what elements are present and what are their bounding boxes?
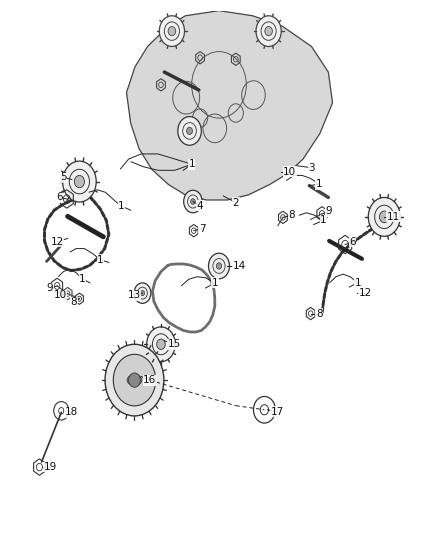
Text: 6: 6 xyxy=(350,237,356,247)
Circle shape xyxy=(157,339,165,350)
Text: 4: 4 xyxy=(197,200,203,211)
Text: 10: 10 xyxy=(53,290,67,300)
Circle shape xyxy=(140,290,145,296)
Text: 1: 1 xyxy=(320,215,327,225)
Text: 3: 3 xyxy=(308,163,315,173)
Circle shape xyxy=(63,161,96,202)
Circle shape xyxy=(147,327,175,362)
Text: 18: 18 xyxy=(64,407,78,417)
Circle shape xyxy=(168,27,176,36)
Text: 1: 1 xyxy=(354,278,361,288)
Text: 8: 8 xyxy=(288,211,295,220)
Circle shape xyxy=(105,344,164,416)
Text: 16: 16 xyxy=(143,375,156,385)
Text: 12: 12 xyxy=(50,237,64,247)
Text: 1: 1 xyxy=(316,179,322,189)
Text: 8: 8 xyxy=(71,297,77,308)
Circle shape xyxy=(379,211,389,223)
Text: 7: 7 xyxy=(199,224,205,233)
Text: 11: 11 xyxy=(387,212,400,222)
Text: 2: 2 xyxy=(233,198,239,207)
Text: 14: 14 xyxy=(233,261,246,271)
Text: 1: 1 xyxy=(212,278,218,288)
Circle shape xyxy=(129,373,140,387)
Circle shape xyxy=(74,175,85,188)
Circle shape xyxy=(208,253,230,279)
Text: 10: 10 xyxy=(283,167,296,177)
Circle shape xyxy=(191,199,195,204)
Text: 1: 1 xyxy=(97,255,104,265)
Text: 12: 12 xyxy=(359,288,372,298)
Text: 8: 8 xyxy=(316,309,322,319)
Circle shape xyxy=(134,283,151,303)
Ellipse shape xyxy=(127,375,142,385)
Text: 9: 9 xyxy=(47,283,53,293)
Text: 15: 15 xyxy=(167,340,180,349)
Text: 1: 1 xyxy=(188,159,195,169)
Circle shape xyxy=(113,354,155,406)
Text: 5: 5 xyxy=(60,173,67,182)
Circle shape xyxy=(159,16,184,46)
Circle shape xyxy=(265,27,272,36)
Circle shape xyxy=(184,190,202,213)
Circle shape xyxy=(368,197,400,236)
Text: 1: 1 xyxy=(79,274,86,284)
Text: 13: 13 xyxy=(127,290,141,300)
Circle shape xyxy=(187,127,193,134)
Circle shape xyxy=(216,263,222,269)
Text: 19: 19 xyxy=(43,462,57,472)
Text: 9: 9 xyxy=(326,206,332,216)
Circle shape xyxy=(256,16,281,46)
Text: 17: 17 xyxy=(270,407,284,417)
Circle shape xyxy=(178,117,201,145)
Text: 6: 6 xyxy=(56,192,63,203)
Text: 1: 1 xyxy=(118,201,125,211)
Polygon shape xyxy=(127,11,332,200)
